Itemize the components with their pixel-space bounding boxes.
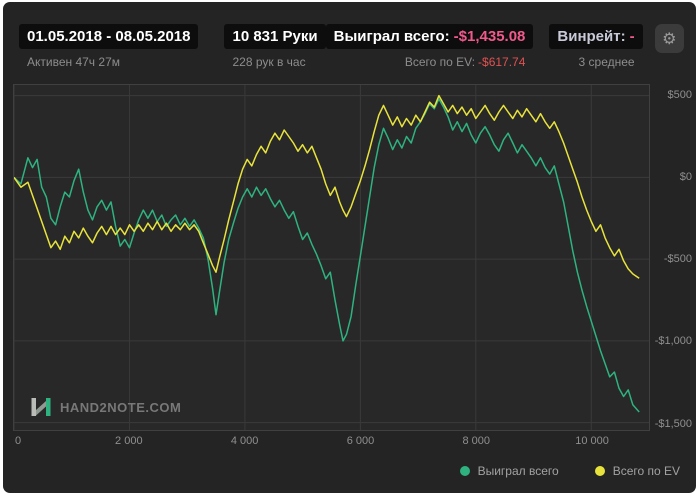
winrate-row: Винрейт: - [549, 24, 643, 49]
chart-legend: Выиграл всего Всего по EV [459, 464, 680, 478]
hands-stats-column: 10 831 Руки 228 рук в час [224, 24, 326, 69]
hand2note-graph-panel: 01.05.2018 - 08.05.2018 Активен 47ч 27м … [3, 2, 696, 493]
y-axis-label: -$1,000 [654, 335, 692, 348]
won-total-label: Выиграл всего: [333, 28, 450, 45]
ev-total-row: Всего по EV: -$617.74 [405, 55, 534, 69]
x-axis-label: 8 000 [462, 435, 491, 447]
y-axis-label: $500 [667, 88, 692, 101]
won-total-value: -$1,435.08 [453, 28, 526, 45]
legend-won-label: Выиграл всего [477, 464, 559, 478]
x-axis-labels: 0 2 000 4 000 6 000 8 000 10 000 [13, 435, 650, 449]
y-axis-label: -$500 [663, 253, 692, 266]
won-series-dot-icon [459, 466, 470, 476]
x-axis-label: 2 000 [115, 435, 143, 447]
x-axis-label: 0 [15, 435, 22, 447]
gear-icon: ⚙ [662, 30, 677, 48]
ev-series-dot-icon [594, 466, 605, 476]
active-time: Активен 47ч 27м [27, 55, 120, 69]
winnings-stats-column: Выиграл всего: -$1,435.08 Всего по EV: -$6… [325, 24, 534, 69]
legend-item-won[interactable]: Выиграл всего [459, 464, 559, 478]
won-total-row: Выиграл всего: -$1,435.08 [325, 24, 534, 49]
x-axis-label: 10 000 [575, 435, 609, 447]
chart-plot: HAND2NOTE.COM [13, 84, 650, 431]
date-stats-column: 01.05.2018 - 08.05.2018 Активен 47ч 27м [19, 24, 199, 69]
settings-button[interactable]: ⚙ [654, 24, 684, 53]
x-axis-label: 6 000 [346, 435, 375, 447]
average-label: 3 среднее [578, 55, 635, 69]
y-axis-label: $0 [679, 170, 692, 183]
hand2note-logo: HAND2NOTE.COM [30, 396, 181, 418]
ev-total-label: Всего по EV: [404, 55, 476, 69]
winrate-stats-column: Винрейт: - 3 среднее [549, 24, 643, 69]
winrate-label: Винрейт: [557, 28, 626, 45]
legend-ev-label: Всего по EV [612, 464, 680, 478]
winrate-value: - [629, 28, 635, 45]
chart-svg [14, 85, 649, 430]
date-range: 01.05.2018 - 08.05.2018 [19, 24, 199, 49]
y-axis-labels: $500 $0 -$500 -$1,000 -$1,500 [651, 84, 694, 431]
logo-text: HAND2NOTE.COM [60, 399, 182, 415]
legend-item-ev[interactable]: Всего по EV [594, 464, 680, 478]
stats-header: 01.05.2018 - 08.05.2018 Активен 47ч 27м … [3, 2, 696, 82]
hand2note-logo-icon [31, 398, 51, 416]
hands-per-hour: 228 рук в час [232, 55, 306, 69]
hands-count: 10 831 Руки [224, 24, 326, 49]
ev-total-value: -$617.74 [478, 55, 526, 69]
y-axis-label: -$1,500 [654, 417, 692, 430]
x-axis-label: 4 000 [230, 435, 259, 447]
